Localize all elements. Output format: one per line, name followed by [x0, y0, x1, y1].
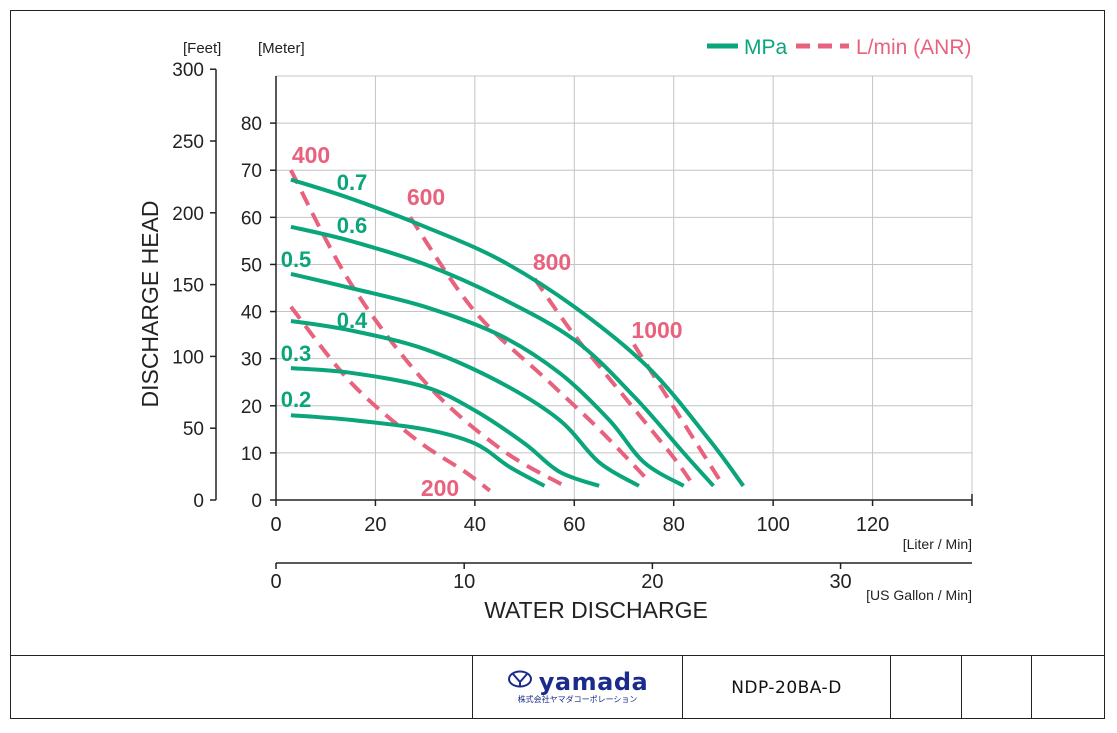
- liter-tick-label: 20: [364, 514, 386, 536]
- gallon-tick-label: 20: [641, 571, 663, 593]
- liter-tick-label: 100: [756, 514, 789, 536]
- meter-tick-label: 80: [241, 114, 262, 135]
- meter-tick-label: 60: [241, 208, 262, 229]
- air-label-200: 200: [421, 475, 459, 501]
- liter-tick-label: 120: [856, 514, 889, 536]
- pressure-label-0-4: 0.4: [337, 308, 368, 333]
- air-label-1000: 1000: [631, 317, 682, 343]
- blank-cell-2: [961, 656, 1031, 719]
- pressure-line-0-7: [290, 177, 745, 488]
- brand-name: yamada: [538, 667, 649, 696]
- feet-tick-label: 0: [193, 491, 204, 512]
- feet-tick-label: 200: [172, 204, 204, 225]
- blank-cell-1: [890, 656, 961, 719]
- meter-tick-label: 50: [241, 255, 262, 276]
- pressure-label-0-3: 0.3: [281, 341, 312, 366]
- gallon-tick-label: 10: [453, 571, 475, 593]
- pressure-line-0-6: [290, 224, 715, 488]
- legend-mpa-label: MPa: [744, 36, 788, 59]
- title-block: yamada 株式会社ヤマダコーポレーション NDP-20BA-D: [10, 655, 1105, 719]
- liter-tick-label: 40: [464, 514, 486, 536]
- meter-tick-label: 10: [241, 444, 262, 465]
- liter-tick-label: 60: [563, 514, 585, 536]
- document-frame: [10, 10, 1105, 719]
- yamada-logo-icon: [507, 670, 533, 693]
- blank-cell-3: [1031, 656, 1105, 719]
- air-label-600: 600: [407, 184, 445, 210]
- feet-tick-label: 50: [183, 419, 204, 440]
- air-line-200: [289, 305, 492, 493]
- liter-tick-label: 0: [270, 514, 281, 536]
- feet-tick-label: 150: [172, 276, 204, 297]
- meter-tick-label: 40: [241, 303, 262, 324]
- air-label-800: 800: [533, 249, 571, 275]
- y-axis-title: DISCHARGE HEAD: [137, 200, 163, 407]
- air-label-400: 400: [292, 142, 330, 168]
- meter-tick-label: 0: [251, 491, 262, 512]
- brand-subtitle: 株式会社ヤマダコーポレーション: [517, 695, 638, 704]
- pressure-line-0-4: [290, 319, 640, 488]
- feet-tick-label: 250: [172, 132, 204, 153]
- liter-unit-label: [Liter / Min]: [903, 536, 972, 552]
- air-line-400: [289, 169, 566, 488]
- meter-tick-label: 20: [241, 397, 262, 418]
- pressure-label-0-7: 0.7: [337, 170, 368, 195]
- pressure-line-0-5: [290, 271, 685, 488]
- legend-air-label: L/min (ANR): [856, 36, 972, 59]
- gallon-tick-label: 0: [270, 571, 281, 593]
- liter-tick-label: 80: [663, 514, 685, 536]
- air-line-800: [532, 277, 696, 488]
- meter-tick-label: 30: [241, 350, 262, 371]
- pressure-line-0-2: [290, 413, 546, 488]
- gallon-tick-label: 30: [829, 571, 851, 593]
- gallon-unit-label: [US Gallon / Min]: [866, 587, 972, 603]
- meter-tick-label: 70: [241, 161, 262, 182]
- model-number: NDP-20BA-D: [682, 656, 890, 719]
- pressure-label-0-6: 0.6: [337, 213, 368, 238]
- air-line-600: [408, 216, 651, 483]
- x-axis-title: WATER DISCHARGE: [484, 597, 708, 623]
- meter-unit-label: [Meter]: [258, 40, 305, 57]
- brand-cell: yamada 株式会社ヤマダコーポレーション: [472, 656, 682, 719]
- feet-tick-label: 100: [172, 347, 204, 368]
- pressure-label-0-5: 0.5: [281, 247, 312, 272]
- pressure-label-0-2: 0.2: [281, 387, 312, 412]
- feet-tick-label: 300: [172, 60, 204, 81]
- feet-unit-label: [Feet]: [183, 40, 221, 57]
- pressure-line-0-3: [290, 366, 600, 488]
